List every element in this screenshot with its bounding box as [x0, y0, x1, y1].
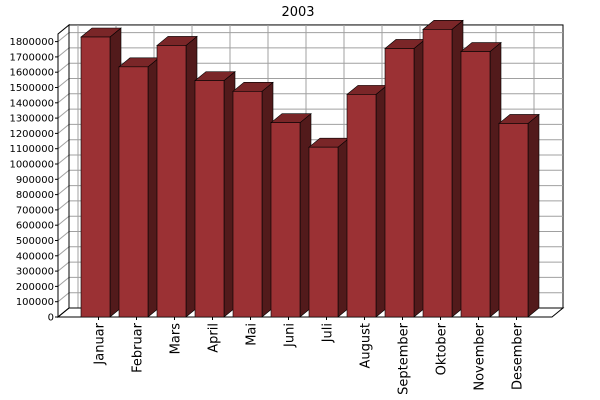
y-tick-label: 1600000: [9, 68, 54, 79]
bar: [270, 113, 312, 318]
bar: [498, 113, 540, 318]
x-axis-labels: Januar Februar Mars April Mai Juni Juli August S…: [93, 317, 526, 395]
grid-line-depth: [57, 246, 70, 257]
grid-line-depth: [57, 169, 70, 180]
y-axis: 0 100000 200000 300000 400000 500000 600000 700…: [9, 33, 552, 324]
x-tick-label: Juli: [321, 323, 336, 343]
y-tick-label: 1700000: [9, 52, 54, 63]
x-tick-label: Mai: [245, 323, 260, 346]
grid-line-depth: [57, 93, 70, 104]
y-tick-label: 600000: [16, 221, 54, 232]
y-tick-label: 1400000: [9, 98, 54, 109]
x-tick-label: Oktober: [435, 322, 450, 375]
grid-line-depth: [57, 185, 70, 195]
bar-front: [80, 36, 111, 318]
bar-front: [232, 91, 263, 318]
y-tick-label: 700000: [16, 205, 54, 216]
grid-line-depth: [57, 261, 70, 272]
grid-line-depth: [57, 215, 70, 226]
bar-front: [156, 45, 187, 318]
y-tick-label: 1300000: [9, 114, 54, 125]
x-tick-label: Desember: [511, 322, 526, 390]
grid-line-depth: [57, 78, 70, 88]
grid-line-depth: [57, 200, 70, 211]
x-tick-label: November: [473, 322, 488, 390]
bar-front: [422, 29, 453, 318]
bar-side: [527, 113, 540, 318]
grid-line-depth: [57, 139, 70, 150]
x-tick-label: Februar: [131, 322, 146, 373]
grid-line-depth: [57, 32, 70, 42]
grid-line-depth: [57, 62, 70, 73]
x-tick-label: April: [207, 323, 222, 353]
bar: [346, 84, 388, 318]
x-tick-label: September: [397, 322, 412, 395]
y-tick-label: 200000: [16, 282, 54, 293]
y-tick-label: 300000: [16, 267, 54, 278]
bar: [308, 137, 350, 318]
grid-line-depth: [57, 292, 70, 303]
bar: [422, 19, 464, 318]
bar: [460, 41, 502, 318]
bar-front: [498, 123, 529, 318]
bars: [80, 19, 540, 318]
bar-front: [270, 122, 301, 318]
grid-line-depth: [57, 154, 70, 165]
grid-line-depth: [57, 231, 70, 241]
y-tick-label: 100000: [16, 297, 54, 308]
bar-front: [194, 80, 225, 318]
y-tick-label: 1200000: [9, 129, 54, 140]
bar: [384, 38, 426, 318]
bar-front: [460, 51, 491, 318]
y-tick-label: 900000: [16, 175, 54, 186]
grid-line-depth: [57, 124, 70, 134]
bar-front: [308, 146, 339, 318]
y-tick-label: 0: [48, 313, 54, 324]
bar-front: [118, 66, 149, 318]
y-tick-label: 800000: [16, 190, 54, 201]
left-wall: [57, 23, 70, 319]
bar: [156, 35, 198, 318]
x-tick-label: Mars: [169, 323, 184, 355]
bar: [118, 57, 160, 318]
y-tick-label: 1100000: [9, 144, 54, 155]
chart-title: 2003: [281, 5, 314, 20]
bar: [194, 70, 236, 318]
y-tick-label: 1000000: [9, 160, 54, 171]
y-tick-label: 500000: [16, 236, 54, 247]
x-tick-label: Juni: [283, 323, 298, 348]
bar-front: [346, 94, 377, 318]
bar-front: [384, 48, 415, 318]
y-tick-label: 400000: [16, 251, 54, 262]
bar: [80, 27, 122, 318]
x-tick-label: Januar: [93, 322, 108, 365]
grid-line-depth: [57, 47, 70, 58]
x-tick-label: August: [359, 323, 374, 369]
bar: [232, 81, 274, 318]
grid-line-depth: [57, 108, 70, 119]
y-tick-label: 1500000: [9, 83, 54, 94]
y-tick-label: 1800000: [9, 37, 54, 48]
grid-line-depth: [57, 277, 70, 287]
